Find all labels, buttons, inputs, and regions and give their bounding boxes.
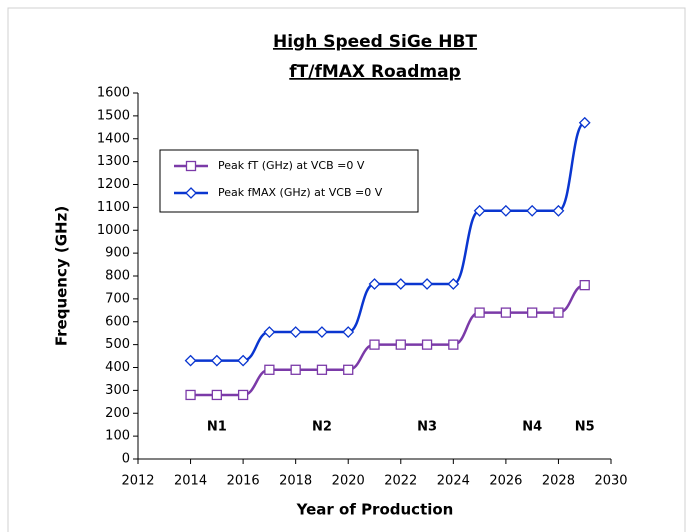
y-tick-label: 400 [105,360,130,375]
annotation: N2 [312,419,332,434]
y-tick-label: 1400 [97,131,130,146]
marker [578,116,591,129]
y-tick-label: 600 [105,314,130,329]
marker [527,307,538,318]
annotation: N3 [417,419,437,434]
x-axis-label: Year of Production [296,501,454,519]
chart-subtitle: fT/fMAX Roadmap [289,62,460,82]
marker [289,326,302,338]
x-tick-label: 2026 [489,474,522,489]
marker [316,364,328,375]
legend-label: Peak fMAX (GHz) at VCB =0 V [218,186,383,199]
frame [7,7,686,532]
marker [290,364,301,375]
marker [342,326,355,338]
marker [237,354,250,367]
annotation: N1 [207,419,227,434]
marker [343,364,354,375]
marker [210,354,223,367]
marker [474,307,485,318]
legend-box [159,149,419,213]
y-tick-label: 300 [105,383,130,398]
marker [263,326,276,338]
marker [526,204,539,217]
y-tick-label: 800 [105,269,130,284]
y-tick-label: 1600 [97,86,130,101]
marker [473,204,486,217]
marker [395,339,406,350]
y-tick-label: 700 [105,291,130,306]
marker [500,307,512,318]
marker [579,279,590,291]
marker [369,339,380,350]
y-tick-label: 200 [105,406,130,421]
x-tick-label: 2024 [437,474,470,489]
annotation: N4 [522,419,542,434]
x-tick-label: 2020 [332,474,365,489]
y-tick-label: 1100 [97,200,130,215]
marker [211,389,222,401]
series-line [190,121,586,362]
legend-marker [185,160,197,172]
y-tick-label: 1500 [97,108,130,123]
legend-marker [185,187,197,199]
marker [421,339,433,350]
y-axis-label: Frequency (GHz) [53,206,71,346]
x-tick-label: 2022 [384,474,417,489]
x-tick-label: 2014 [174,474,207,489]
y-tick-label: 1200 [97,177,130,192]
marker [185,389,196,401]
x-tick-label: 2030 [594,474,627,489]
marker [552,204,565,217]
y-tick-label: 0 [122,452,130,467]
marker [447,278,460,290]
y-tick-label: 1000 [97,223,130,238]
marker [368,278,381,290]
marker [237,389,249,401]
marker [421,278,433,290]
x-tick-label: 2012 [121,474,154,489]
legend-label: Peak fT (GHz) at VCB =0 V [218,159,365,172]
marker [184,354,197,367]
marker [264,364,275,375]
chart-title: High Speed SiGe HBT [273,32,477,52]
y-tick-label: 100 [105,429,130,444]
y-tick-label: 500 [105,337,130,352]
annotation: N5 [575,419,595,434]
series-line [190,283,586,397]
x-tick-label: 2018 [279,474,312,489]
marker [499,204,512,217]
marker [394,278,407,290]
x-tick-label: 2028 [542,474,575,489]
x-tick-label: 2016 [227,474,260,489]
y-tick-label: 1300 [97,154,130,169]
marker [316,326,328,338]
marker [553,307,564,318]
y-tick-label: 900 [105,246,130,261]
marker [448,339,459,350]
